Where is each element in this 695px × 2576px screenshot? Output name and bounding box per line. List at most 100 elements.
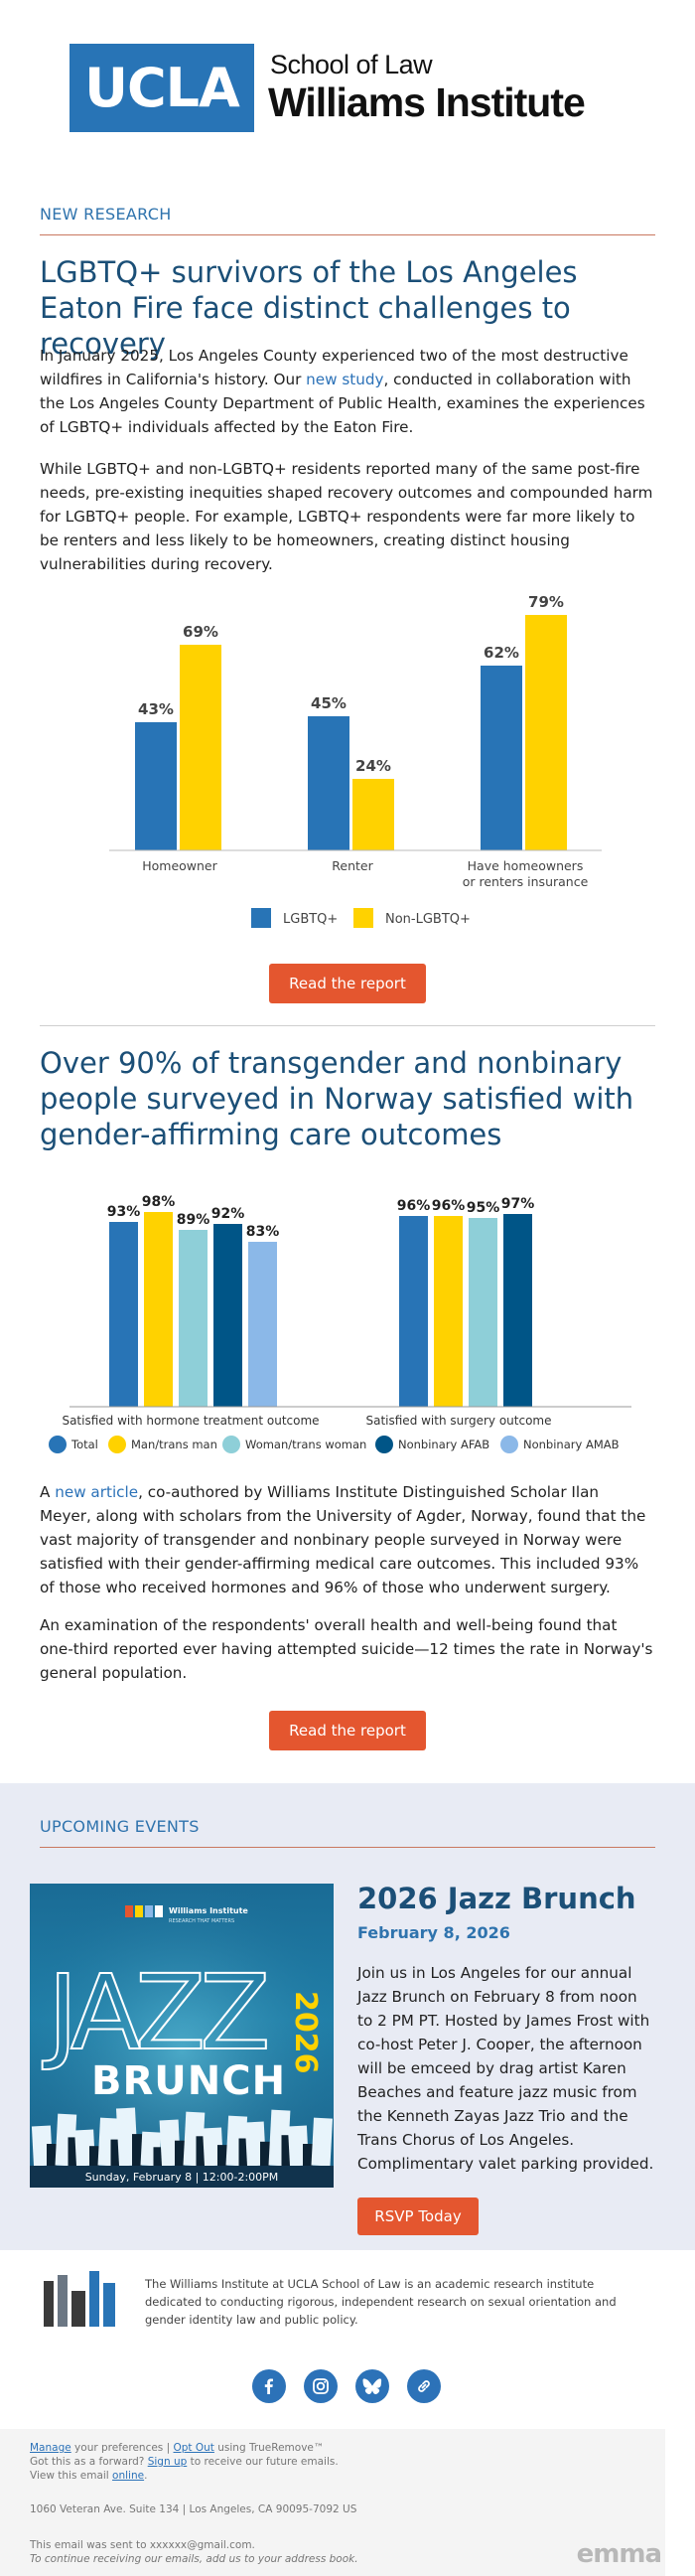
article1-paragraph1: In January 2025, Los Angeles County expe… [40, 344, 653, 439]
piano-key-black [281, 2135, 292, 2166]
view-text: View this email [30, 2470, 113, 2482]
new-study-link[interactable]: new study [306, 371, 384, 388]
bar-value-label: 97% [501, 1196, 535, 1212]
new-research-label: NEW RESEARCH [40, 205, 172, 224]
williams-institute-label: Williams Institute [268, 79, 586, 125]
legend-swatch [375, 1436, 393, 1453]
bar-non-lgbtq--0 [180, 645, 221, 850]
fine-print-area [0, 2429, 665, 2576]
piano-key-black [110, 2139, 121, 2166]
bar-value-label: 92% [211, 1206, 245, 1222]
piano-key-black [238, 2138, 249, 2166]
satisfaction-bar-chart: 93%98%89% 92%83% Satisfied with hormone tr… [49, 1194, 631, 1453]
manage-preferences-line: Manage your preferences | Opt Out using … [30, 2442, 324, 2455]
ucla-williams-logo[interactable]: UCLA School of Law Williams Institute [70, 44, 626, 133]
category-label: or renters insurance [463, 874, 589, 889]
institute-about-text: The Williams Institute at UCLA School of… [145, 2277, 617, 2327]
legend-label: Nonbinary AMAB [523, 1438, 620, 1451]
article1-p1-text-end: , conducted in collaboration with the Lo… [40, 371, 645, 436]
bar-nonbinary-afab-1 [503, 1214, 532, 1407]
legend-label: Nonbinary AFAB [398, 1438, 489, 1451]
jazz-brunch-image[interactable]: Williams Institute RESEARCH THAT MATTERS… [30, 1884, 334, 2188]
event-title: 2026 Jazz Brunch [357, 1882, 636, 1915]
bar-non-lgbtq--2 [525, 615, 567, 850]
bar-value-label: 93% [107, 1204, 141, 1220]
piano-key-black [217, 2145, 227, 2166]
bluesky-icon [362, 2378, 382, 2395]
facebook-icon [264, 2378, 273, 2394]
category-label: Homeowner [142, 858, 217, 873]
article2-title: Over 90% of transgender and nonbinary pe… [40, 1046, 634, 1151]
article2-paragraph2: An examination of the respondents' overa… [40, 1616, 653, 1682]
facebook-link[interactable] [252, 2369, 286, 2403]
bar-value-label: 96% [432, 1198, 466, 1214]
piano-key-black [47, 2144, 57, 2166]
website-link[interactable] [407, 2369, 441, 2403]
bar-nonbinary-amab-0 [248, 1242, 277, 1407]
bar-woman-trans-woman-1 [469, 1218, 497, 1407]
section-divider [40, 234, 655, 235]
read-report-button-1[interactable]: Read the report [269, 964, 426, 1003]
jazz-brunch-poster: Williams Institute RESEARCH THAT MATTERS… [30, 1884, 334, 2188]
poster-brunch-text: BRUNCH [91, 2058, 286, 2104]
upcoming-events-label: UPCOMING EVENTS [40, 1817, 200, 1836]
event-description: Join us in Los Angeles for our annual Ja… [357, 1964, 654, 2173]
new-article-link[interactable]: new article [55, 1483, 139, 1501]
bar-value-label: 24% [355, 757, 391, 775]
legend-swatch [49, 1436, 67, 1453]
article1-paragraph2: While LGBTQ+ and non-LGBTQ+ residents re… [40, 460, 653, 573]
bar-non-lgbtq--1 [352, 779, 394, 850]
view-online-link[interactable]: online [112, 2470, 145, 2482]
poster-logo-sub: RESEARCH THAT MATTERS [169, 1918, 234, 1924]
bar-man-trans-man-0 [144, 1212, 173, 1407]
address-book-line: To continue receiving our emails, add us… [30, 2553, 358, 2565]
instagram-link[interactable] [304, 2369, 338, 2403]
piano-keys [31, 2107, 333, 2167]
piano-key-black [89, 2146, 99, 2166]
piano-key-black [260, 2141, 270, 2166]
rsvp-button[interactable]: RSVP Today [357, 2197, 479, 2235]
bar-man-trans-man-1 [434, 1216, 463, 1407]
instagram-icon [313, 2378, 329, 2394]
legend-label: Woman/trans woman [245, 1438, 366, 1451]
sign-up-text: to receive our future emails. [187, 2456, 339, 2468]
poster-year-text: 2026 [288, 1991, 323, 2074]
bluesky-link[interactable] [355, 2369, 389, 2403]
article2-p1-text-end: , co-authored by Williams Institute Dist… [40, 1483, 646, 1596]
opt-out-text: using TrueRemove™ [213, 2442, 325, 2454]
legend-label: LGBTQ+ [283, 912, 338, 927]
piano-key-black [196, 2136, 207, 2166]
sent-to-line: This email was sent to xxxxxx@gmail.com. [30, 2539, 255, 2551]
view-online-line: View this email online. [30, 2470, 147, 2483]
category-label: Satisfied with surgery outcome [365, 1414, 551, 1428]
piano-key-black [175, 2140, 185, 2166]
legend-swatch [222, 1436, 240, 1453]
manage-link[interactable]: Manage [30, 2442, 71, 2454]
emma-logo[interactable]: emma [576, 2539, 662, 2569]
legend-swatch [500, 1436, 518, 1453]
bar-value-label: 43% [138, 700, 174, 718]
event-date: February 8, 2026 [357, 1923, 510, 1942]
forward-text: Got this as a forward? [30, 2456, 148, 2468]
piano-key-black [303, 2144, 313, 2166]
bar-woman-trans-woman-0 [179, 1230, 208, 1407]
bar-value-label: 62% [484, 644, 519, 662]
opt-out-link[interactable]: Opt Out [173, 2442, 214, 2454]
piano-key-black [132, 2134, 142, 2166]
housing-bar-chart: 43% 69% Homeowner 45% 24% Renter 62% 79% Have ho… [109, 594, 602, 928]
legend-swatch [251, 908, 271, 928]
bar-value-label: 83% [246, 1224, 280, 1240]
piano-key [311, 2117, 333, 2167]
read-report-button-2[interactable]: Read the report [269, 1711, 426, 1750]
manage-text: your preferences | [70, 2442, 174, 2454]
poster-logo-text: Williams Institute [169, 1906, 248, 1915]
ucla-logo-box: UCLA [70, 44, 254, 132]
category-label: Renter [332, 858, 373, 873]
poster-banner-text: Sunday, February 8 | 12:00-2:00PM [85, 2171, 279, 2184]
link-icon [418, 2380, 430, 2392]
bar-value-label: 45% [311, 694, 347, 712]
bar-total-0 [109, 1222, 138, 1407]
article2-paragraph1: A new article, co-authored by Williams I… [40, 1480, 653, 1599]
sign-up-link[interactable]: Sign up [147, 2456, 188, 2468]
